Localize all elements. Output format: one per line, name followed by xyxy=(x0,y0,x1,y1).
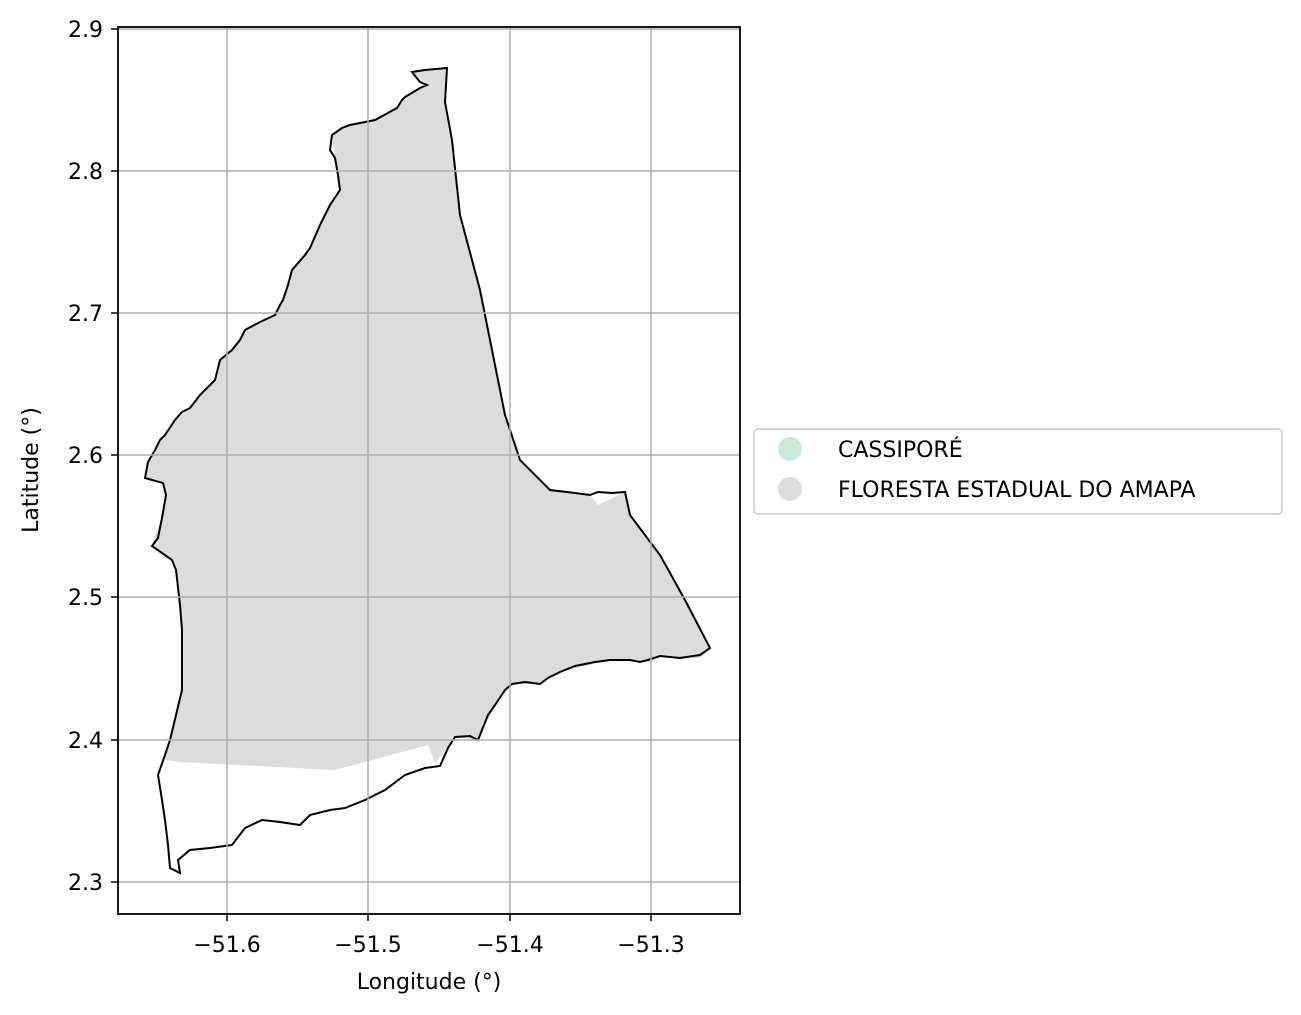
y-tick-label: 2.7 xyxy=(68,302,103,327)
y-tick-label: 2.9 xyxy=(68,18,103,43)
region-boundary xyxy=(143,66,712,875)
y-tick-label: 2.8 xyxy=(68,160,103,185)
x-axis-label: Longitude (°) xyxy=(357,970,502,995)
x-tick-label: −51.4 xyxy=(476,933,543,958)
legend-label-floresta: FLORESTA ESTADUAL DO AMAPA xyxy=(838,478,1196,503)
legend: CASSIPORÉ FLORESTA ESTADUAL DO AMAPA xyxy=(753,428,1283,515)
axes-frame xyxy=(117,26,741,915)
x-tick-label: −51.3 xyxy=(617,933,684,958)
grid xyxy=(118,27,740,914)
y-tick-label: 2.5 xyxy=(68,586,103,611)
x-tick-label: −51.6 xyxy=(193,933,260,958)
y-axis-label: Latitude (°) xyxy=(19,407,44,533)
y-tick-label: 2.6 xyxy=(68,444,103,469)
x-tick-label: −51.5 xyxy=(334,933,401,958)
floresta-region xyxy=(145,68,710,770)
legend-label-cassipore: CASSIPORÉ xyxy=(838,437,963,463)
tick-marks xyxy=(111,28,652,921)
y-tick-label: 2.3 xyxy=(68,871,103,896)
y-tick-label: 2.4 xyxy=(68,729,103,754)
legend-marker-cassipore xyxy=(778,437,802,461)
legend-marker-floresta xyxy=(778,477,802,501)
legend-box xyxy=(753,428,1283,515)
